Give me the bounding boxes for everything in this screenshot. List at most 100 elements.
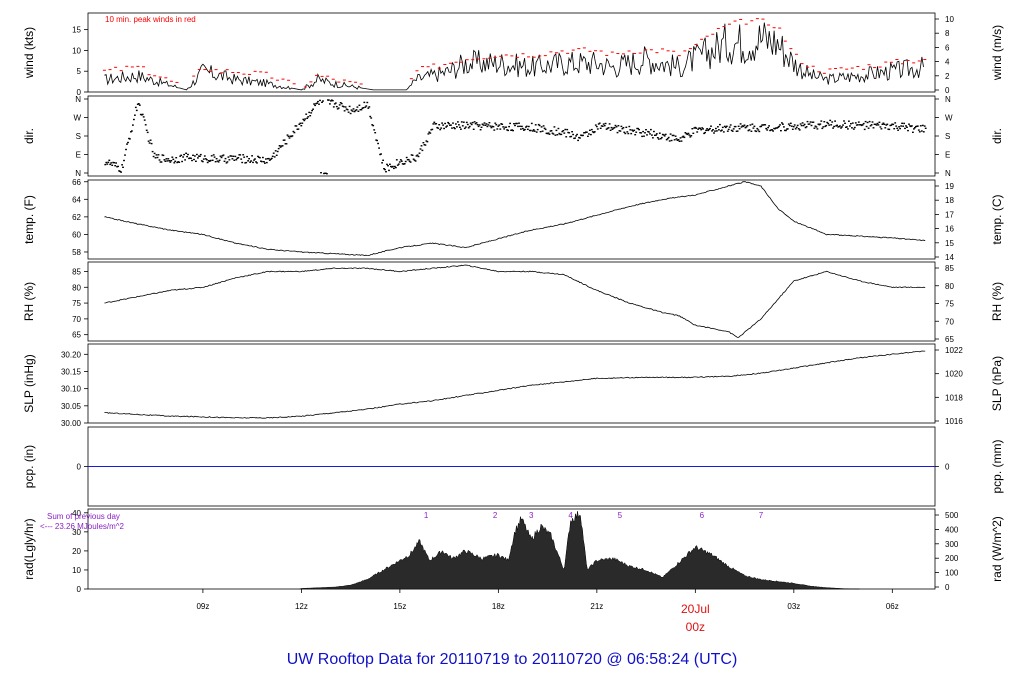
direction-point <box>639 132 641 134</box>
direction-point <box>688 134 691 136</box>
direction-point <box>154 157 157 159</box>
direction-point <box>387 165 389 167</box>
direction-point <box>603 125 606 127</box>
direction-point <box>276 150 279 153</box>
direction-point <box>796 124 799 127</box>
direction-point <box>788 124 791 127</box>
direction-point <box>910 125 912 128</box>
direction-point <box>700 129 703 131</box>
direction-point <box>179 155 182 157</box>
direction-point <box>885 124 888 126</box>
direction-point <box>287 135 290 138</box>
direction-point <box>122 166 124 168</box>
direction-point <box>223 160 226 162</box>
direction-point <box>906 126 908 128</box>
direction-point <box>251 155 253 157</box>
direction-point <box>462 121 465 123</box>
direction-point <box>192 154 194 156</box>
direction-point <box>182 156 184 158</box>
direction-point <box>763 124 766 126</box>
direction-point <box>281 145 284 147</box>
direction-point <box>552 133 555 135</box>
direction-point <box>520 128 522 130</box>
direction-point <box>907 129 909 132</box>
direction-point <box>569 136 572 138</box>
direction-point <box>858 124 861 126</box>
direction-point <box>433 121 436 123</box>
direction-point <box>208 160 211 162</box>
direction-point <box>108 159 111 161</box>
direction-point <box>483 122 486 124</box>
direction-point <box>536 128 539 131</box>
direction-point <box>221 155 224 157</box>
direction-point <box>920 130 923 132</box>
x-tick-label: 18z <box>492 602 505 611</box>
direction-point <box>180 154 183 156</box>
direction-point <box>167 158 170 160</box>
y-tick-label-left: N <box>75 95 81 104</box>
direction-point <box>388 169 390 172</box>
direction-point <box>608 123 611 125</box>
direction-point <box>853 126 856 129</box>
direction-point <box>542 125 545 127</box>
direction-point <box>830 124 833 126</box>
direction-point <box>224 157 227 160</box>
wind-direction-points <box>104 99 927 175</box>
direction-point <box>776 127 778 129</box>
direction-point <box>284 143 287 145</box>
y-tick-label-left: 30.00 <box>61 419 82 428</box>
direction-point <box>248 158 250 160</box>
y-axis-label-left: pcp. (in) <box>22 445 36 488</box>
direction-point <box>609 129 612 131</box>
direction-point <box>503 128 506 130</box>
direction-point <box>710 125 712 127</box>
direction-point <box>664 133 667 136</box>
direction-point <box>682 135 685 137</box>
direction-point <box>137 103 140 105</box>
direction-point <box>215 158 218 160</box>
direction-point <box>294 125 297 127</box>
direction-point <box>866 121 869 124</box>
direction-point <box>659 138 662 140</box>
direction-point <box>638 128 640 131</box>
direction-point <box>193 158 195 161</box>
y-tick-label-right: 4 <box>945 58 950 67</box>
y-tick-label-right: W <box>945 114 953 123</box>
y-tick-label-right: 1016 <box>945 417 963 426</box>
direction-point <box>374 132 377 134</box>
direction-point <box>548 133 551 135</box>
hour-label: 2 <box>493 511 498 520</box>
direction-point <box>723 125 726 128</box>
direction-point <box>743 124 746 126</box>
direction-point <box>189 157 191 159</box>
y-tick-label-left: S <box>76 132 81 141</box>
direction-point <box>829 119 832 122</box>
direction-point <box>851 127 853 129</box>
direction-point <box>311 109 313 112</box>
direction-point <box>368 106 371 108</box>
direction-point <box>358 104 361 106</box>
direction-point <box>283 139 286 141</box>
direction-point <box>771 129 773 131</box>
direction-point <box>812 121 815 123</box>
direction-point <box>188 157 190 160</box>
direction-point <box>881 123 884 125</box>
direction-point <box>919 125 922 127</box>
direction-point <box>613 126 616 129</box>
direction-point <box>343 110 346 112</box>
direction-point <box>130 131 132 133</box>
direction-point <box>804 126 807 129</box>
direction-point <box>873 123 876 125</box>
radiation-annotation-1: Sum of previous day <box>47 512 120 521</box>
direction-point <box>345 108 348 110</box>
direction-point <box>282 139 285 141</box>
y-tick-label-right: 18 <box>945 196 954 205</box>
direction-point <box>352 108 355 110</box>
direction-point <box>516 122 518 125</box>
direction-point <box>135 109 138 112</box>
direction-point <box>820 120 823 122</box>
direction-point <box>372 124 375 127</box>
y-tick-label-right: 85 <box>945 264 954 273</box>
direction-point <box>289 135 292 137</box>
direction-point <box>430 129 433 131</box>
